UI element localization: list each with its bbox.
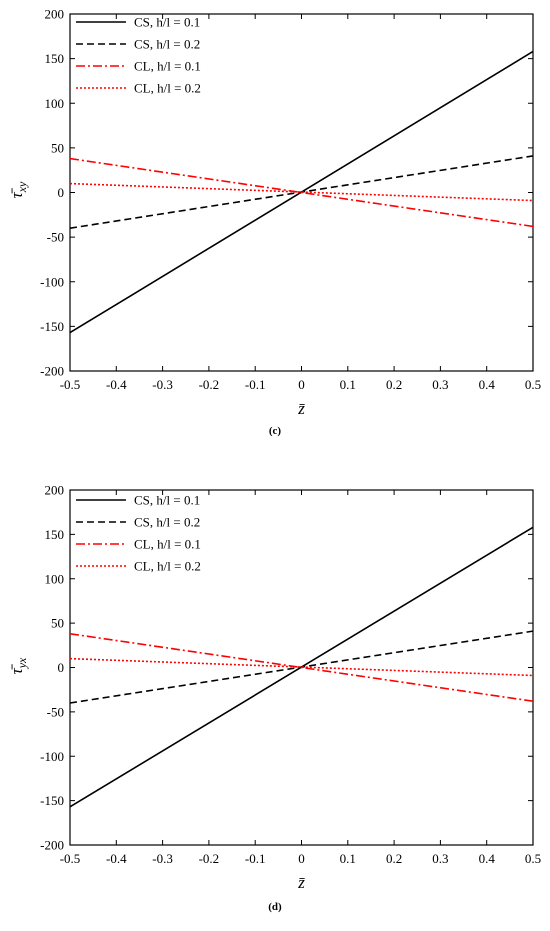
y-axis-label-symbol: τ̄ (7, 187, 26, 198)
chart-panel-2: -0.5 -0.4 -0.3 -0.2 -0.1 0 0.1 0.2 0.3 0.4 0.5 -200… (7, 483, 541, 914)
y-tick-label: -50 (47, 704, 64, 719)
legend-label: CS, h/l = 0.2 (134, 515, 200, 530)
x-tick-label: -0.4 (106, 377, 127, 392)
x-tick-label: 0.1 (340, 377, 356, 392)
legend-label: CL, h/l = 0.1 (134, 59, 201, 74)
y-tick-label: 100 (45, 96, 65, 111)
y-tick-label: 50 (51, 140, 64, 155)
x-tick-label: -0.1 (245, 377, 266, 392)
y-tick-label: -200 (40, 838, 64, 853)
y-tick-label: -200 (40, 364, 64, 379)
series-line-4 (70, 182, 533, 202)
x-tick-label: -0.2 (199, 851, 220, 866)
legend-label: CS, h/l = 0.2 (134, 37, 200, 52)
y-tick-label: 100 (45, 571, 65, 586)
y-tick-label: 200 (45, 7, 65, 22)
x-tick-label: 0.4 (479, 377, 496, 392)
y-tick-label: 0 (58, 660, 65, 675)
series-line-4 (70, 657, 533, 677)
x-tick-label: -0.5 (60, 377, 81, 392)
x-tick-label: 0.2 (386, 851, 402, 866)
legend-label: CS, h/l = 0.1 (134, 493, 200, 508)
x-tick-label: -0.1 (245, 851, 266, 866)
legend-label: CS, h/l = 0.1 (134, 15, 200, 30)
series-line-3 (70, 157, 533, 228)
y-tick-label: -100 (40, 274, 64, 289)
legend-label: CL, h/l = 0.2 (134, 559, 201, 574)
x-axis-label: z̄ (297, 399, 305, 418)
chart-panel-1: -0.5 -0.4 -0.3 -0.2 -0.1 0 0.1 0.2 0.3 0.4 0.5 -200… (7, 7, 541, 438)
y-axis-label-subscript: xy (15, 181, 29, 193)
x-tick-label: 0 (298, 377, 305, 392)
x-axis-label: z̄ (297, 873, 305, 892)
x-tick-label: 0.1 (340, 851, 356, 866)
x-tick-label: -0.2 (199, 377, 220, 392)
x-tick-label: 0.2 (386, 377, 402, 392)
y-tick-label: 150 (45, 527, 65, 542)
y-tick-label: 150 (45, 51, 65, 66)
figure-caption: (d) (268, 901, 282, 913)
x-tick-label: -0.3 (152, 851, 173, 866)
x-tick-label: 0.3 (432, 851, 448, 866)
y-tick-label: 50 (51, 616, 64, 631)
figure-caption: (c) (269, 425, 282, 437)
x-tick-label: 0.4 (479, 851, 496, 866)
legend-label: CL, h/l = 0.2 (134, 81, 201, 96)
y-tick-label: -100 (40, 749, 64, 764)
y-tick-label: -150 (40, 793, 64, 808)
series-line-3 (70, 632, 533, 703)
y-tick-label: 0 (58, 185, 65, 200)
legend: CS, h/l = 0.1 CS, h/l = 0.2 CL, h/l = 0.1 C… (76, 15, 201, 96)
legend: CS, h/l = 0.1 CS, h/l = 0.2 CL, h/l = 0.1 C… (76, 493, 201, 574)
x-tick-label: -0.3 (152, 377, 173, 392)
x-tick-label: 0.3 (432, 377, 448, 392)
y-tick-label: -150 (40, 319, 64, 334)
x-tick-label: 0 (298, 851, 305, 866)
x-tick-label: 0.5 (525, 377, 541, 392)
y-axis-label: τ̄xy (7, 181, 29, 198)
x-tick-label: 0.5 (525, 851, 541, 866)
y-tick-label: 200 (45, 483, 65, 498)
y-axis-label: τ̄yx (7, 657, 29, 674)
y-tick-label: -50 (47, 230, 64, 245)
legend-label: CL, h/l = 0.1 (134, 537, 201, 552)
y-axis-label-symbol: τ̄ (7, 663, 26, 674)
y-axis-label-subscript: yx (15, 657, 29, 669)
x-tick-label: -0.4 (106, 851, 127, 866)
x-tick-label: -0.5 (60, 851, 81, 866)
